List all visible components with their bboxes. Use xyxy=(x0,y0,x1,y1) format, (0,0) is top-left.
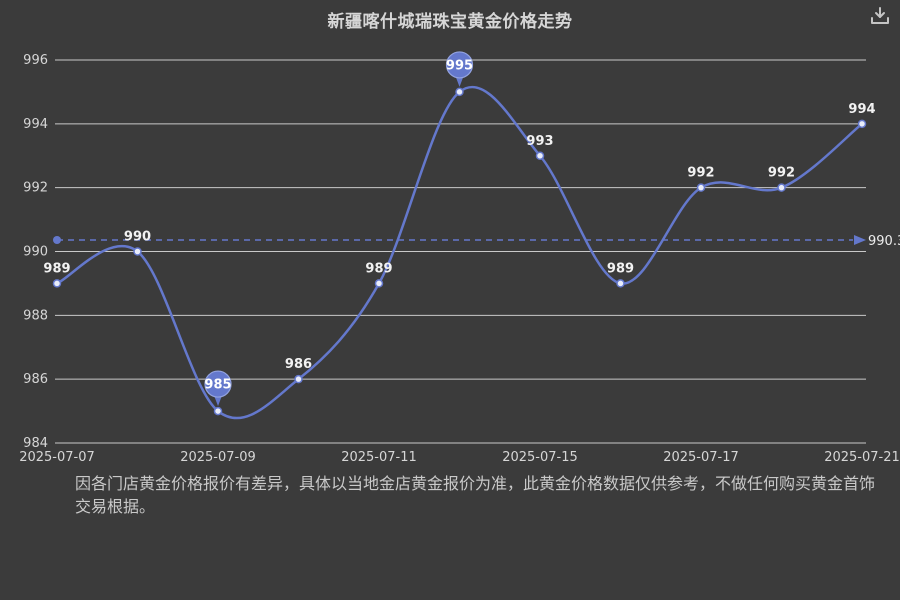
x-axis-tick-label: 2025-07-17 xyxy=(663,450,739,465)
data-point[interactable] xyxy=(857,119,867,129)
point-value-label: 989 xyxy=(607,261,634,276)
data-point[interactable] xyxy=(696,183,706,192)
average-line-label: 990.3 xyxy=(868,234,900,249)
x-axis-tick-label: 2025-07-07 xyxy=(19,450,95,465)
page-title: 新疆喀什城瑞珠宝黄金价格走势 xyxy=(327,12,573,32)
download-button[interactable] xyxy=(869,5,891,27)
price-line-series xyxy=(56,85,863,420)
data-point[interactable] xyxy=(616,279,625,288)
y-axis-tick-label: 984 xyxy=(23,436,48,451)
y-axis-tick-label: 996 xyxy=(23,53,48,68)
average-line-arrow xyxy=(854,235,866,246)
y-axis-tick-label: 988 xyxy=(23,308,48,323)
data-point[interactable] xyxy=(52,279,62,288)
point-value-label: 994 xyxy=(848,102,875,117)
data-point[interactable] xyxy=(133,247,142,256)
x-axis-tick-label: 2025-07-11 xyxy=(341,450,417,465)
point-value-label: 990 xyxy=(124,230,151,245)
balloon-marker[interactable]: 985 xyxy=(204,370,232,407)
data-point[interactable] xyxy=(455,87,464,97)
balloon-value-label: 995 xyxy=(446,58,473,73)
balloon-bubble xyxy=(445,51,474,79)
x-axis-tick-label: 2025-07-09 xyxy=(180,450,256,465)
data-point[interactable] xyxy=(777,183,786,192)
disclaimer-text: 因各门店黄金价格报价有差异，具体以当地金店黄金报价为准，此黄金价格数据仅供参考，… xyxy=(75,474,876,516)
y-axis-tick-label: 992 xyxy=(23,181,48,196)
data-point[interactable] xyxy=(535,151,545,160)
average-line: 990.3 xyxy=(53,234,900,249)
y-axis-tick-label: 994 xyxy=(23,117,48,132)
data-point[interactable] xyxy=(213,406,223,416)
point-value-label: 989 xyxy=(43,261,70,276)
point-value-label: 992 xyxy=(687,166,714,181)
x-axis: 2025-07-07 2025-07-09 2025-07-11 2025-07-15… xyxy=(19,450,900,465)
balloon-marker[interactable]: 995 xyxy=(445,51,474,87)
y-axis-tick-label: 986 xyxy=(23,372,48,387)
x-axis-tick-label: 2025-07-21 xyxy=(824,450,900,465)
point-value-label: 986 xyxy=(285,357,312,372)
download-icon xyxy=(869,5,891,27)
balloon-bubble xyxy=(204,370,232,398)
y-axis-tick-label: 990 xyxy=(23,245,48,260)
data-points: 989 990 985 986 989 995 993 989 992 992 994 xyxy=(43,51,876,416)
point-value-label: 993 xyxy=(526,134,553,149)
data-point[interactable] xyxy=(374,279,384,288)
average-line-start-dot xyxy=(53,236,61,245)
x-axis-tick-label: 2025-07-15 xyxy=(502,450,578,465)
balloon-value-label: 985 xyxy=(204,378,231,393)
point-value-label: 992 xyxy=(768,166,795,181)
point-value-label: 989 xyxy=(365,261,392,276)
data-point[interactable] xyxy=(294,374,303,384)
